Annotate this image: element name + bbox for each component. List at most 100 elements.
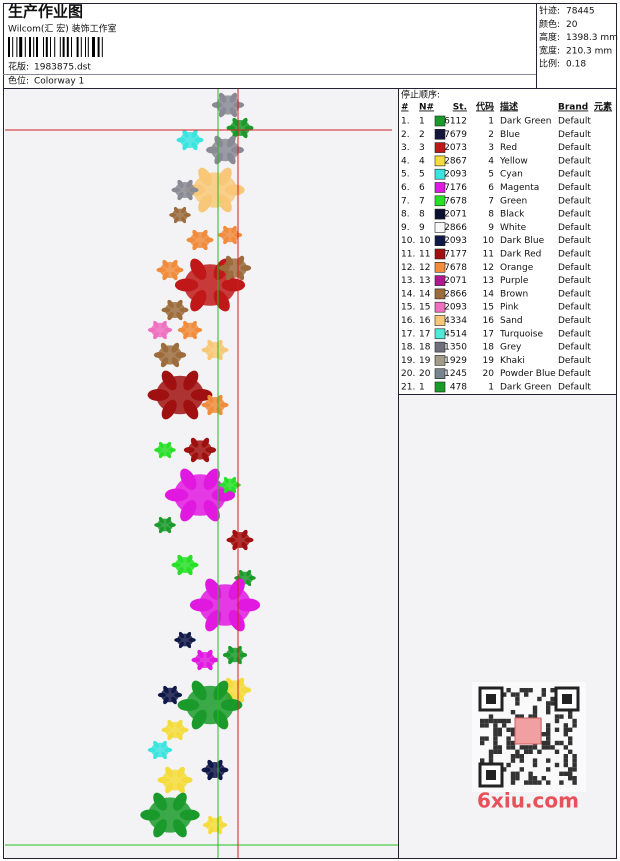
petal [231, 486, 237, 494]
petal [241, 541, 248, 551]
barcode-bar [80, 37, 82, 57]
petal [147, 327, 156, 333]
cell-brand: Default [558, 196, 591, 206]
qr-module [554, 718, 560, 724]
cell-code: 8 [488, 210, 494, 220]
petal [179, 727, 189, 733]
design-panel [5, 89, 398, 858]
qr-module [480, 740, 485, 746]
qr-module [493, 745, 498, 750]
petal [205, 610, 222, 632]
petal [166, 516, 172, 524]
petal [160, 342, 169, 353]
petal [236, 255, 245, 266]
cell-st: 2093 [444, 236, 467, 246]
petal [201, 767, 211, 773]
petal [191, 129, 198, 139]
cell-num: 18. [401, 343, 415, 353]
cell-brand: Default [558, 250, 591, 260]
cell-num: 21. [401, 383, 415, 393]
qr-module [510, 727, 516, 732]
colorway-value: Colorway 1 [34, 77, 84, 87]
cell-code: 4 [488, 156, 494, 166]
cell-brand: Default [558, 263, 591, 273]
petal [218, 167, 232, 186]
petal [236, 692, 245, 703]
petal [173, 819, 187, 838]
qr-module [541, 740, 546, 746]
petal [166, 451, 172, 459]
qr-module [532, 710, 538, 715]
qr-module [568, 749, 573, 754]
qr-module [546, 705, 551, 710]
petal [246, 569, 252, 577]
barcode-bar [54, 37, 56, 57]
cell-num: 16. [401, 316, 415, 326]
cell-st: 7678 [444, 196, 467, 206]
barcode-bar [76, 37, 79, 57]
cell-num: 9. [401, 223, 410, 233]
qr-module [546, 767, 551, 772]
petal [207, 351, 214, 361]
petal [171, 187, 181, 193]
cell-code: 13 [483, 276, 494, 286]
qr-module [572, 723, 577, 728]
cell-brand: Default [558, 183, 591, 193]
petal [232, 529, 239, 539]
petal [189, 598, 214, 612]
qr-module [550, 688, 555, 693]
cell-num: 8. [401, 210, 410, 220]
petal [156, 267, 166, 273]
petal [180, 468, 197, 490]
cell-n: 20 [419, 369, 431, 379]
cell-st: 2866 [444, 223, 467, 233]
qr-module [519, 758, 524, 763]
qr-module [524, 692, 529, 697]
cell-code: 7 [488, 196, 494, 206]
petal [213, 709, 229, 730]
cell-code: 2 [488, 130, 494, 140]
qr-module [493, 727, 498, 732]
qr-module [546, 780, 551, 785]
color-swatch [434, 355, 446, 366]
petal [180, 500, 197, 522]
petal [217, 232, 226, 238]
qr-module [515, 776, 520, 781]
qr-module [563, 762, 568, 768]
qr-module [488, 749, 494, 754]
petal [153, 331, 159, 340]
cell-n: 18 [419, 343, 431, 353]
qr-module [493, 740, 498, 746]
qr-module [541, 732, 546, 737]
qr-module [532, 758, 538, 763]
petal [183, 320, 189, 329]
qr-module [532, 776, 538, 781]
petal [248, 576, 256, 580]
qr-module [528, 771, 533, 776]
petal [154, 523, 162, 527]
petal [192, 229, 199, 239]
qr-module [528, 776, 533, 781]
qr-module [528, 688, 533, 693]
petal [219, 822, 228, 828]
qr-module [506, 736, 511, 741]
cell-desc: Yellow [499, 156, 528, 166]
qr-module [546, 732, 551, 737]
petal [191, 680, 207, 701]
petal [226, 135, 236, 148]
qr-module [546, 758, 551, 763]
petal [207, 339, 214, 349]
qr-module [537, 780, 542, 785]
cell-code: 6 [488, 183, 494, 193]
petal [179, 307, 189, 313]
petal [214, 135, 224, 148]
stat-label: 比例: [539, 58, 560, 70]
petal [164, 327, 173, 333]
cell-brand: Default [558, 130, 591, 140]
qr-module [506, 718, 511, 724]
qr-module [493, 736, 498, 741]
cell-num: 11. [401, 250, 415, 260]
petal [219, 347, 229, 353]
color-swatch [434, 208, 446, 220]
cell-desc: Magenta [500, 183, 539, 193]
